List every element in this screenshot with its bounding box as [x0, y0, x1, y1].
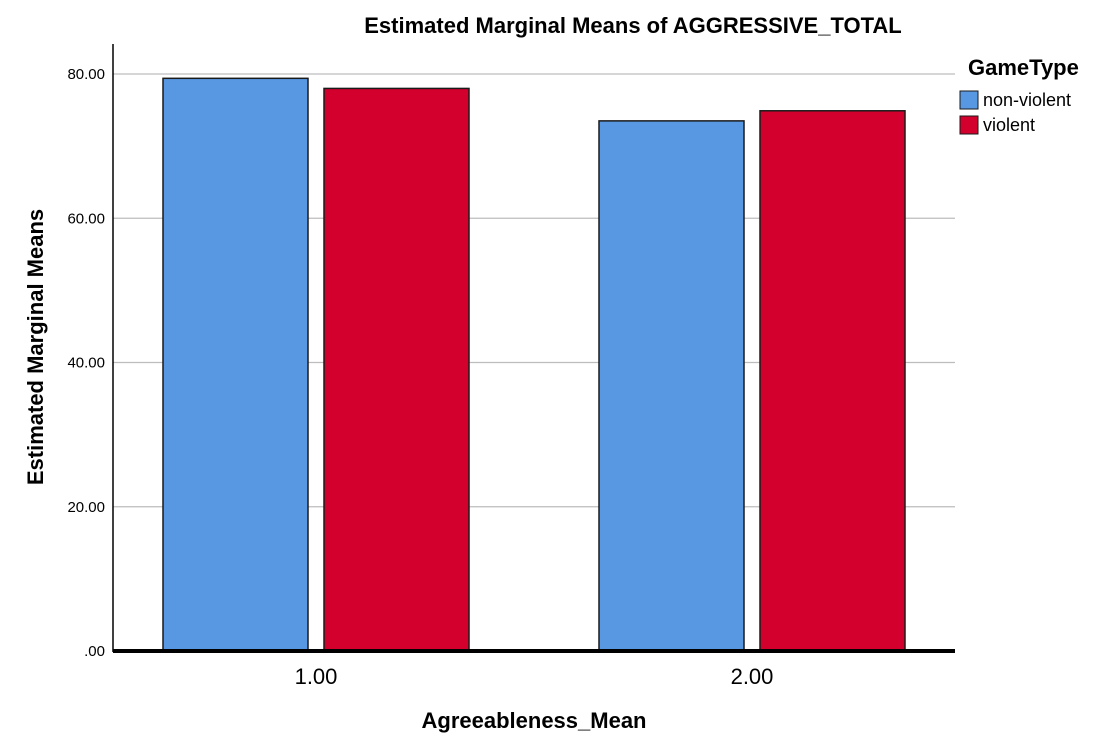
x-tick-labels: 1.00 2.00	[295, 664, 774, 689]
legend-items: non-violent violent	[959, 90, 1071, 135]
bar-violent-2.00	[759, 110, 906, 652]
chart-title: Estimated Marginal Means of AGGRESSIVE_T…	[364, 13, 901, 38]
x-axis-title: Agreeableness_Mean	[422, 708, 647, 733]
bar-violent-1.00	[323, 87, 470, 652]
bars	[162, 77, 906, 652]
legend-title: GameType	[968, 55, 1079, 80]
legend-label-violent: violent	[983, 115, 1035, 135]
y-tick-labels: .00 20.00 40.00 60.00 80.00	[67, 66, 105, 660]
y-tick-label-1: 20.00	[67, 499, 105, 516]
x-tick-label-1: 2.00	[731, 664, 774, 689]
y-tick-label-0: .00	[84, 643, 105, 660]
y-tick-label-4: 80.00	[67, 66, 105, 83]
bar-non-violent-2.00	[598, 120, 745, 652]
y-axis-title: Estimated Marginal Means	[23, 209, 48, 485]
legend-swatch-non-violent	[959, 90, 979, 110]
bar-non-violent-1.00	[162, 77, 309, 652]
y-tick-label-3: 60.00	[67, 210, 105, 227]
legend-label-non-violent: non-violent	[983, 90, 1071, 110]
x-tick-label-0: 1.00	[295, 664, 338, 689]
y-tick-label-2: 40.00	[67, 355, 105, 372]
legend-swatch-violent	[959, 115, 979, 135]
axes	[112, 44, 955, 653]
legend: GameType non-violent violent	[959, 55, 1079, 135]
